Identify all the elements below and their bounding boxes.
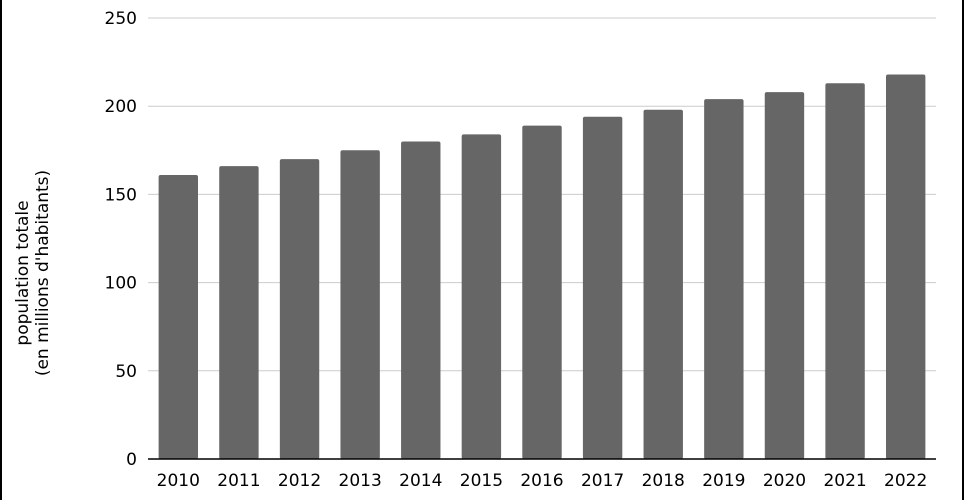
bar-2020 xyxy=(764,92,805,459)
bar-2022 xyxy=(885,74,926,459)
bar-2019 xyxy=(704,99,744,460)
y-tick-label: 50 xyxy=(115,362,137,382)
bar-2011 xyxy=(219,166,259,459)
x-tick-label: 2022 xyxy=(884,471,927,491)
x-tick-label: 2011 xyxy=(217,471,260,491)
x-tick-label: 2012 xyxy=(278,471,321,491)
bar-2017 xyxy=(582,116,623,459)
x-tick-label: 2015 xyxy=(460,471,503,491)
bar-2018 xyxy=(643,109,683,459)
x-tick-label: 2013 xyxy=(339,471,382,491)
x-tick-label: 2018 xyxy=(642,471,685,491)
x-tick-label: 2014 xyxy=(399,471,442,491)
bar-2013 xyxy=(340,150,380,460)
bar-2021 xyxy=(825,83,865,459)
x-tick-label: 2019 xyxy=(702,471,745,491)
bar-2012 xyxy=(279,159,320,459)
y-tick-label: 100 xyxy=(105,274,137,294)
x-tick-label: 2016 xyxy=(520,471,563,491)
y-tick-label: 150 xyxy=(105,185,137,205)
x-axis-ticks: 2010 2011 2012 2013 2014 2015 2016 2017 2018 2019… xyxy=(157,471,928,491)
x-tick-label: 2010 xyxy=(157,471,200,491)
x-tick-label: 2017 xyxy=(581,471,624,491)
bar-2015 xyxy=(461,134,502,459)
bar-2014 xyxy=(401,141,441,460)
y-tick-label: 200 xyxy=(105,97,137,117)
bar-2016 xyxy=(522,125,562,459)
x-tick-label: 2020 xyxy=(763,471,806,491)
y-axis-title-line-2: (en millions d'habitants) xyxy=(33,170,53,376)
y-axis-ticks: 0 50 100 150 200 250 xyxy=(105,9,137,470)
bar-series xyxy=(158,74,926,460)
y-tick-label: 0 xyxy=(126,450,137,470)
y-tick-label: 250 xyxy=(105,9,137,29)
bar-2010 xyxy=(158,174,199,459)
y-axis-title-line-1: population totale xyxy=(13,200,33,345)
x-tick-label: 2021 xyxy=(823,471,866,491)
